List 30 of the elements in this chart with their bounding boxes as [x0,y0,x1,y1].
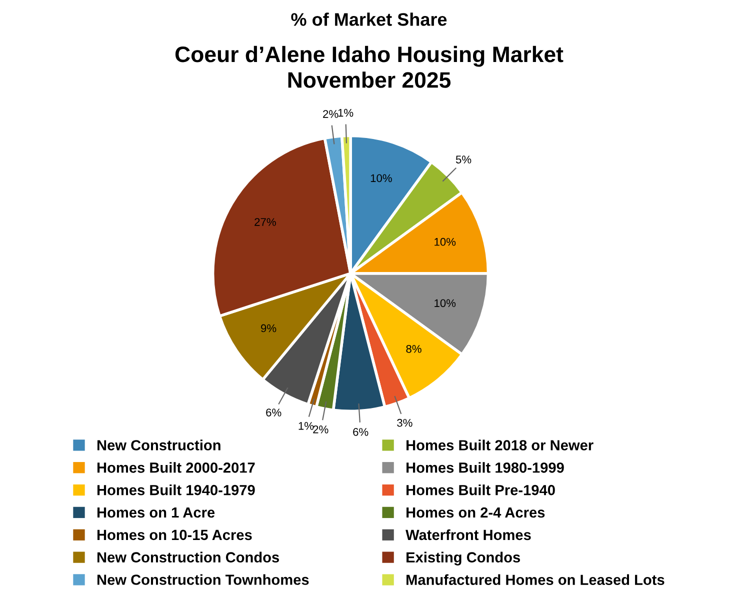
legend-label: Manufactured Homes on Leased Lots [406,574,664,585]
data-label: 3% [397,418,412,427]
data-label: 6% [353,428,368,436]
legend-label: New Construction Townhomes [97,574,309,585]
data-label: 6% [266,408,282,416]
legend-label: Homes on 1 Acre [97,507,215,518]
chart-title: % of Market Share [291,12,447,26]
legend-label: Homes on 2-4 Acres [406,507,545,518]
legend-label: Existing Condos [406,552,520,566]
data-label: 1% [338,108,354,117]
data-label: 8% [406,344,422,353]
legend-label: Homes on 10-15 Acres [97,530,252,540]
data-label: 10% [370,174,392,182]
data-label: 27% [254,218,276,226]
legend-label: Waterfront Homes [406,529,531,540]
data-label: 2% [313,426,328,434]
legend-label: Homes Built 2018 or Newer [406,440,594,450]
data-label: 5% [456,156,472,164]
legend-label: Homes Built 1980-1999 [406,462,564,473]
data-label: 10% [434,299,456,308]
legend-label: Homes Built Pre-1940 [406,484,555,496]
legend-label: New Construction [97,440,220,450]
legend-label: New Construction Condos [97,552,279,563]
data-label: 10% [434,238,456,246]
chart-subtitle: Coeur d’Alene Idaho Housing Market November 2025 [175,46,564,88]
data-label: 9% [261,324,276,332]
legend-label: Homes Built 2000-2017 [97,462,255,473]
data-label: 1% [298,422,314,430]
legend-label: Homes Built 1940-1979 [97,484,255,496]
data-label: 2% [323,110,338,118]
